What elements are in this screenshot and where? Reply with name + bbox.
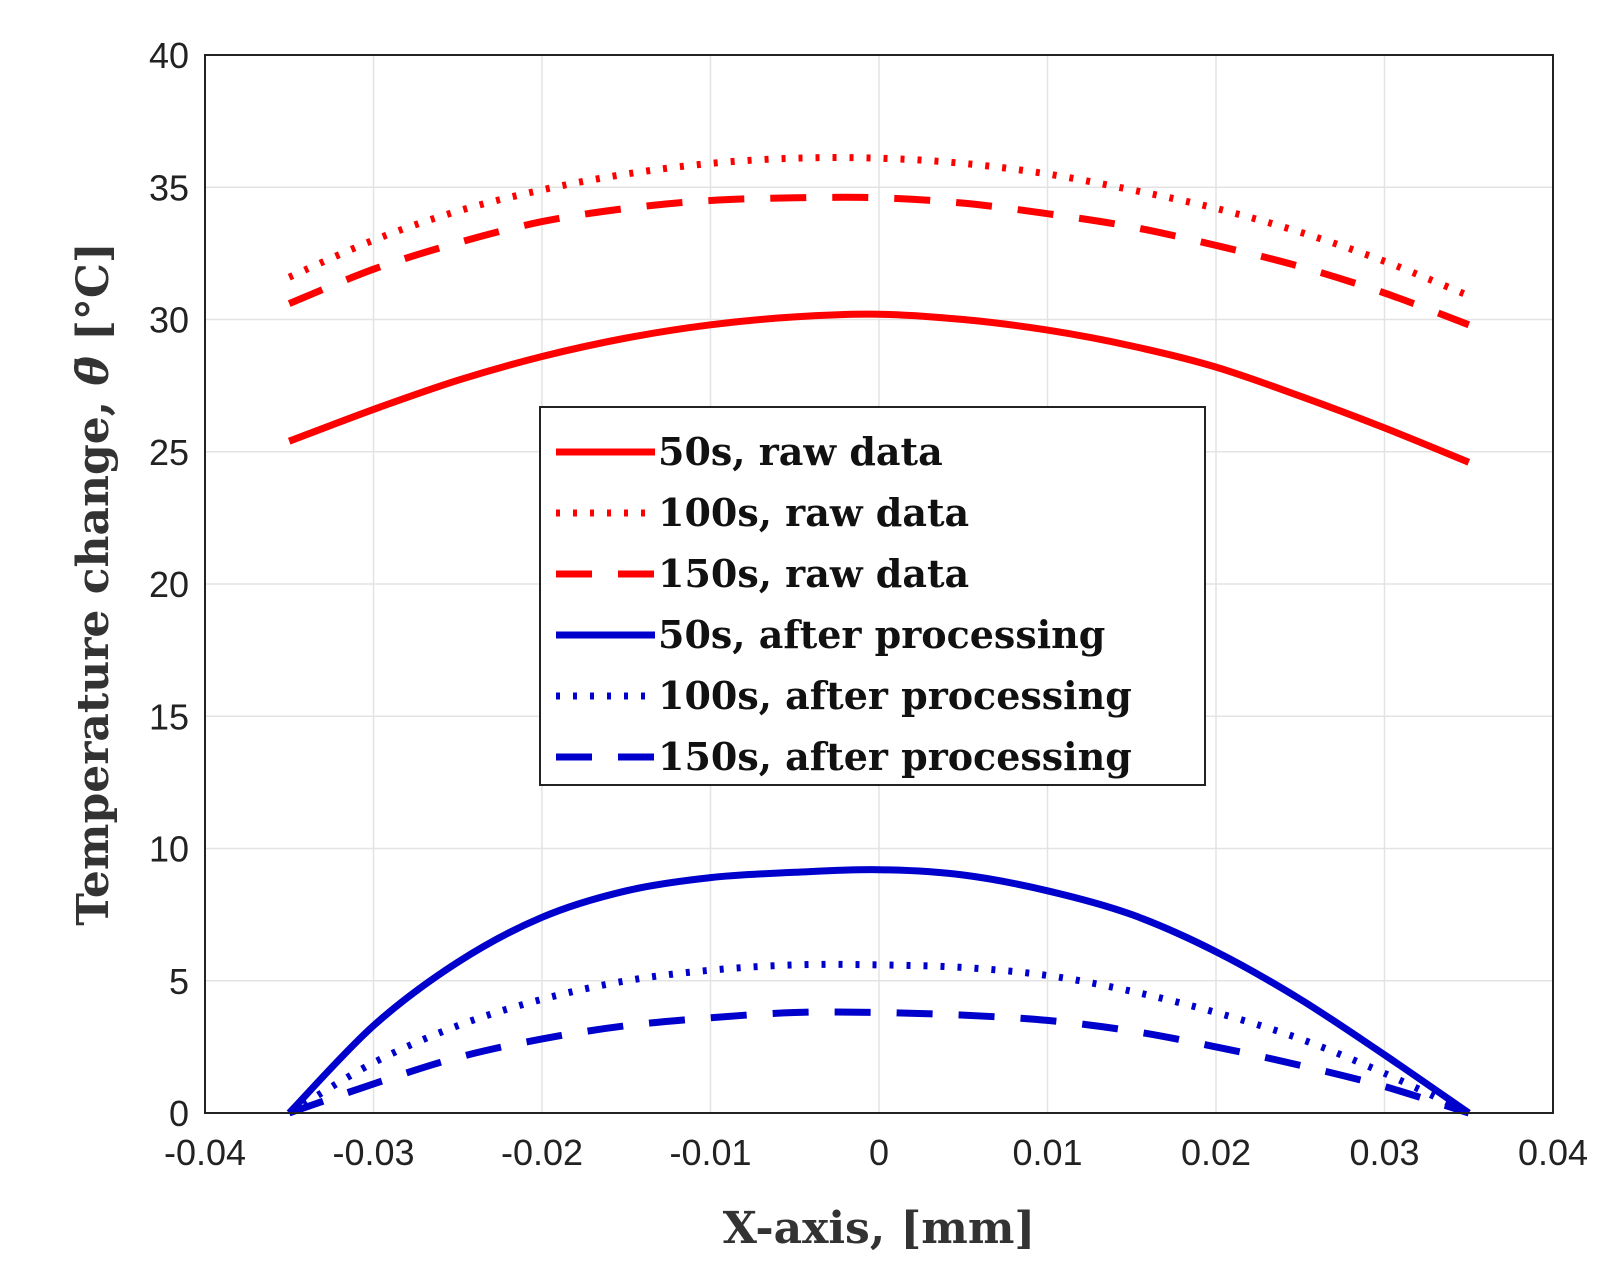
legend-box [539,406,1206,786]
x-tick-label: 0 [869,1132,889,1173]
x-tick-label: 0.02 [1181,1132,1251,1173]
y-axis-title-unit: [°C] [68,242,119,356]
x-axis-title: X-axis, [mm] [723,1203,1035,1254]
y-axis-title-symbol: θ̄ [68,356,119,386]
legend-label: 50s, raw data [658,429,943,474]
x-tick-label: -0.04 [164,1132,246,1173]
y-tick-label: 25 [149,432,189,473]
plot-frame [204,54,1554,1114]
y-tick-label: 5 [169,961,189,1002]
legend: 50s, raw data 100s, raw data 150s, raw dat… [539,406,1206,786]
x-tick-label: 0.03 [1349,1132,1419,1173]
y-tick-label: 35 [149,167,189,208]
series-line-100s-after-processing [287,960,1471,1117]
y-tick-label: 10 [149,829,189,870]
y-tick-label: 15 [149,696,189,737]
y-tick-label: 40 [149,35,189,76]
y-axis-title-main: Temperature change, [68,386,119,926]
legend-label: 50s, after processing [658,612,1105,657]
x-tick-label: 0.01 [1012,1132,1082,1173]
series-line-150s-raw-data [287,193,1471,329]
x-tick-label: -0.03 [332,1132,414,1173]
series-line-150s-after-processing [288,1008,1470,1117]
y-tick-label: 0 [169,1093,189,1134]
ticks: -0.04 -0.03 -0.02 -0.01 0 0.01 0.02 0.03 0.04 0 5 1… [149,35,1588,1173]
legend-label: 100s, raw data [658,490,969,535]
legend-label: 150s, raw data [658,551,969,596]
legend-label: 100s, after processing [658,673,1132,718]
x-tick-label: -0.01 [669,1132,751,1173]
y-tick-label: 30 [149,300,189,341]
legend-label: 150s, after processing [658,734,1132,779]
y-tick-label: 20 [149,564,189,605]
series-layer [286,154,1471,1117]
series-line-100s-raw-data [287,154,1471,299]
x-tick-label: -0.02 [501,1132,583,1173]
series-line-50s-raw-data [287,310,1471,466]
series-line-50s-after-processing [286,866,1471,1116]
x-tick-label: 0.04 [1518,1132,1588,1173]
y-axis-title: Temperature change, θ̄ [°C] [68,242,119,926]
